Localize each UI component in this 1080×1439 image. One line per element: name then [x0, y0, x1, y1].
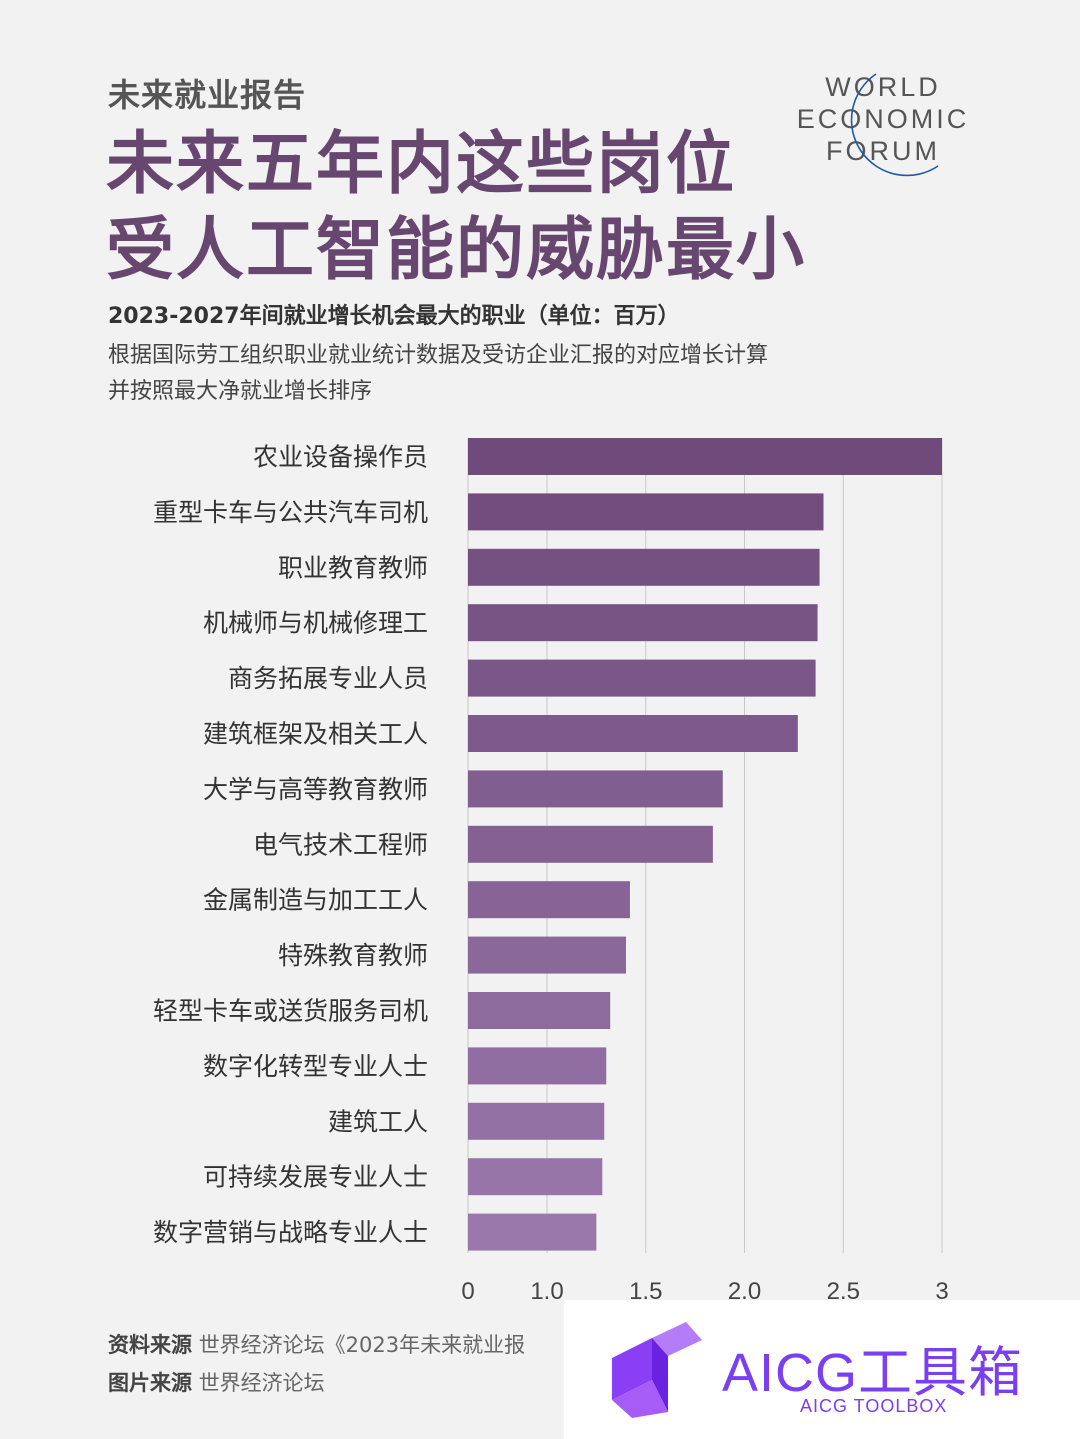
title-line-2: 受人工智能的威胁最小 — [106, 211, 807, 290]
wef-logo: WORLD ECONOMIC FORUM — [788, 70, 988, 190]
x-tick-label-1: 1.0 — [530, 1278, 563, 1305]
chart-subtitle: 2023-2027年间就业增长机会最大的职业（单位：百万） — [108, 304, 680, 329]
category-label-14: 数字营销与战略专业人士 — [153, 1218, 428, 1247]
watermark-title: AICG工具箱 — [722, 1343, 1024, 1403]
watermark-badge: AICG工具箱 AICG TOOLBOX — [564, 1300, 1080, 1439]
logo-line-3: FORUM — [826, 136, 940, 166]
category-label-7: 电气技术工程师 — [253, 830, 428, 859]
category-label-5: 建筑框架及相关工人 — [203, 720, 428, 749]
bar-11 — [468, 1047, 607, 1085]
toolbox-logo-icon — [612, 1322, 702, 1418]
category-label-6: 大学与高等教育教师 — [203, 775, 428, 804]
report-kicker: 未来就业报告 — [108, 76, 307, 114]
category-label-10: 轻型卡车或送货服务司机 — [153, 997, 428, 1026]
bar-5 — [468, 715, 798, 752]
desc-line-2: 并按照最大净就业增长排序 — [108, 379, 373, 404]
source-block: 资料来源 世界经济论坛《2023年未来就业报 图片来源 世界经济论坛 — [108, 1326, 525, 1402]
chart-description: 根据国际劳工组织职业就业统计数据及受访企业汇报的对应增长计算 并按照最大净就业增… — [108, 338, 768, 410]
bar-13 — [468, 1158, 603, 1196]
logo-arc-icon — [850, 73, 939, 177]
x-tick-label-0: 0 — [461, 1278, 474, 1305]
watermark-subtitle: AICG TOOLBOX — [800, 1396, 948, 1416]
desc-line-1: 根据国际劳工组织职业就业统计数据及受访企业汇报的对应增长计算 — [108, 343, 769, 368]
title-line-1: 未来五年内这些岗位 — [106, 125, 737, 204]
logo-line-2: ECONOMIC — [796, 104, 970, 134]
image-source-label: 图片来源 — [108, 1371, 192, 1395]
bar-3 — [468, 604, 818, 642]
bar-6 — [468, 770, 723, 808]
bar-2 — [468, 548, 820, 586]
source-label: 资料来源 — [108, 1333, 192, 1357]
bar-4 — [468, 659, 816, 697]
category-label-13: 可持续发展专业人士 — [203, 1163, 428, 1192]
category-label-12: 建筑工人 — [328, 1107, 428, 1136]
bar-7 — [468, 825, 713, 863]
category-label-11: 数字化转型专业人士 — [203, 1052, 428, 1081]
x-tick-label-5: 3 — [935, 1278, 948, 1305]
category-label-8: 金属制造与加工工人 — [203, 886, 428, 915]
bar-10 — [468, 992, 611, 1029]
category-label-9: 特殊教育教师 — [278, 941, 428, 970]
bar-14 — [468, 1213, 597, 1251]
category-label-4: 商务拓展专业人员 — [228, 664, 428, 693]
bar-1 — [468, 493, 824, 531]
category-label-1: 重型卡车与公共汽车司机 — [153, 498, 428, 527]
bar-12 — [468, 1102, 605, 1140]
bar-8 — [468, 881, 630, 919]
bar-0 — [468, 438, 942, 475]
source-text: 世界经济论坛《2023年未来就业报 — [198, 1333, 526, 1357]
category-label-3: 机械师与机械修理工 — [203, 609, 428, 638]
category-label-2: 职业教育教师 — [278, 553, 428, 582]
page-title: 未来五年内这些岗位 受人工智能的威胁最小 — [106, 122, 806, 294]
logo-line-1: WORLD — [825, 72, 941, 102]
bar-chart: 农业设备操作员重型卡车与公共汽车司机职业教育教师机械师与机械修理工商务拓展专业人… — [153, 438, 949, 1305]
image-source-text: 世界经济论坛 — [198, 1371, 325, 1395]
bar-9 — [468, 936, 626, 974]
category-label-0: 农业设备操作员 — [253, 443, 428, 472]
